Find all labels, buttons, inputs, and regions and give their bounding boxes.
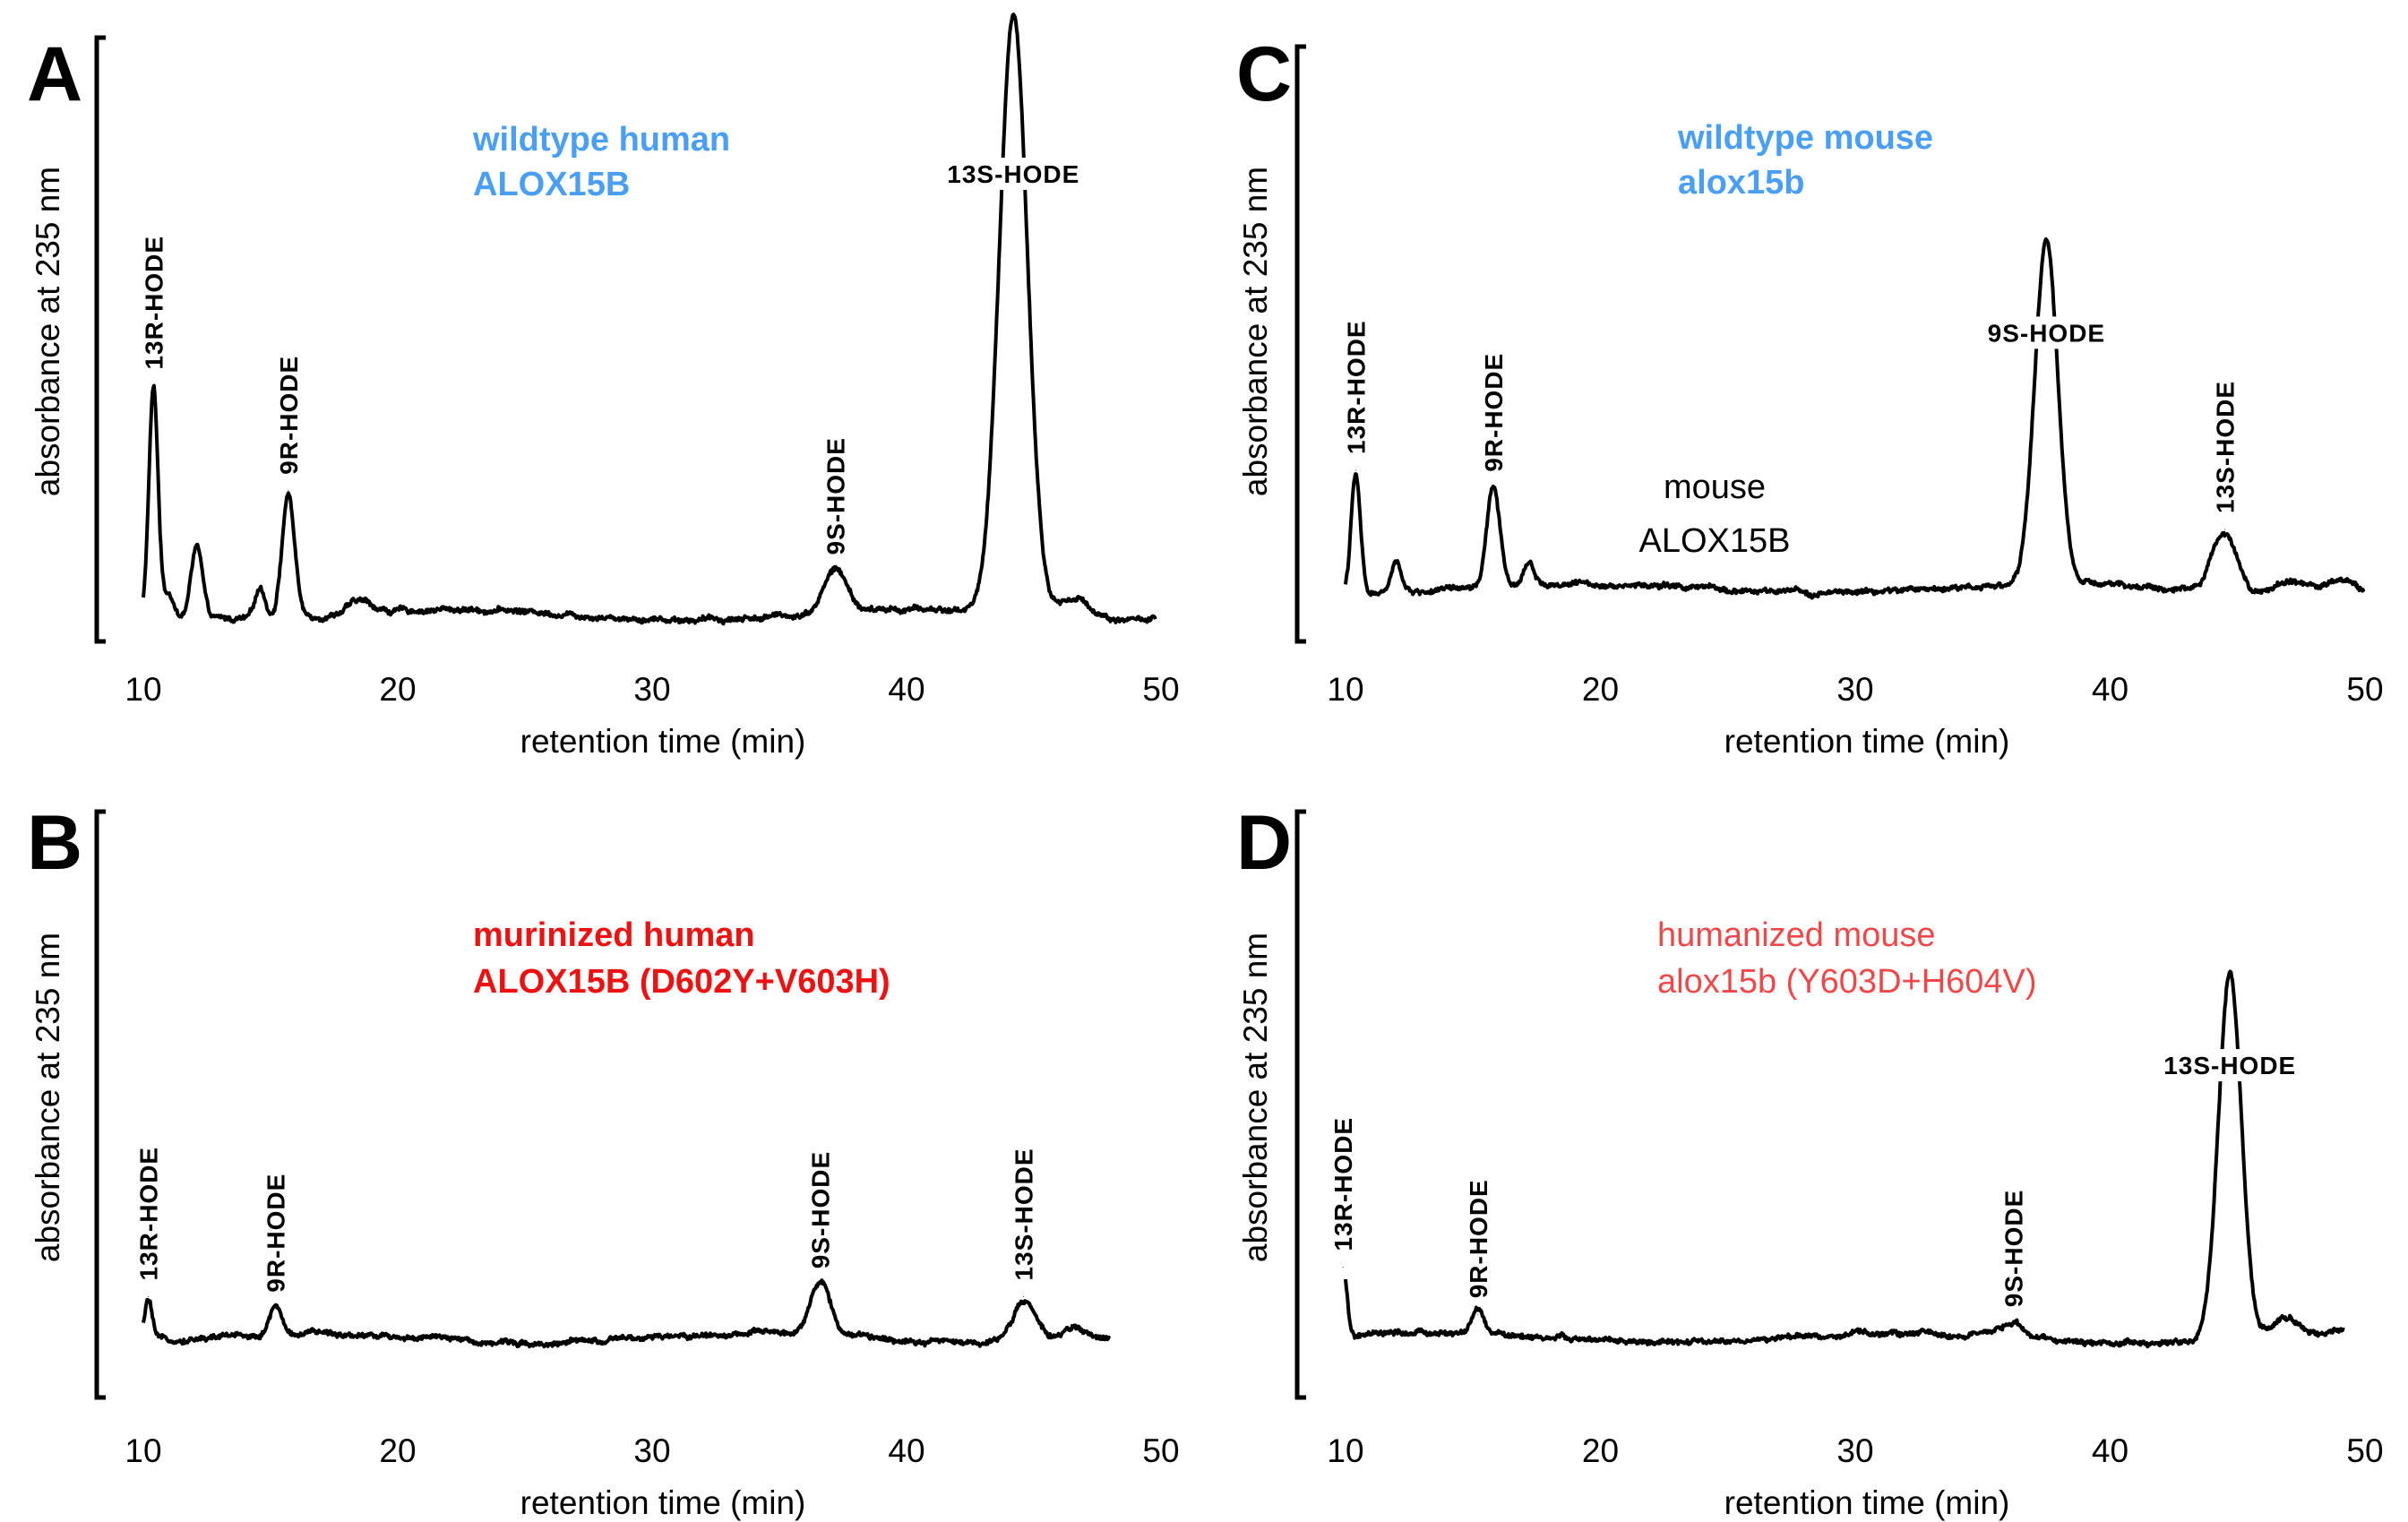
- peak-label-bg: [1964, 316, 2129, 349]
- peak-label: 9S-HODE: [2000, 1190, 2027, 1307]
- x-tick-label: 10: [125, 671, 161, 708]
- x-tick-label: 10: [1327, 671, 1363, 708]
- x-axis-title: retention time (min): [520, 723, 806, 760]
- peak-13r-hode: [1354, 469, 1356, 471]
- panel-letter: D: [1236, 800, 1292, 886]
- x-tick-label: 40: [888, 671, 924, 708]
- peak-label: 9R-HODE: [275, 356, 303, 475]
- y-axis-title: absorbance at 235 nm: [1237, 933, 1274, 1262]
- peak-13s-hode: [2224, 529, 2226, 530]
- panel-annotation-line: ALOX15B: [1639, 522, 1791, 560]
- peak-13r-hode: [152, 385, 154, 387]
- panel-title-line: alox15b (Y603D+H604V): [1657, 963, 2037, 1001]
- peak-13s-hode: [1023, 1296, 1025, 1297]
- peak-label: 9R-HODE: [1465, 1179, 1492, 1298]
- x-tick-label: 30: [633, 1432, 670, 1469]
- peak-label: 13S-HODE: [2212, 381, 2240, 513]
- panel-title-line: ALOX15B (D602Y+V603H): [473, 963, 890, 1001]
- peak-label: 9R-HODE: [1480, 353, 1508, 472]
- x-tick-label: 50: [1142, 1432, 1179, 1469]
- chromatogram-trace: [1344, 969, 2345, 1349]
- x-tick-label: 50: [1142, 671, 1179, 708]
- peak-label: 13S-HODE: [2163, 1052, 2296, 1079]
- x-tick-label: 20: [1582, 1432, 1619, 1469]
- peak-9s-hode: [819, 1284, 821, 1286]
- peak-13r-hode: [148, 1296, 150, 1297]
- x-tick-label: 20: [379, 671, 416, 708]
- y-axis-line: [1294, 44, 1306, 644]
- x-tick-label: 10: [125, 1432, 161, 1469]
- panel-title-line: humanized mouse: [1657, 916, 1936, 954]
- panel-letter: A: [27, 31, 82, 117]
- panel-title-line: wildtype mouse: [1677, 119, 1933, 157]
- x-tick-label: 40: [2092, 671, 2128, 708]
- peak-label: 9S-HODE: [806, 1151, 834, 1268]
- peak-label: 13R-HODE: [135, 1147, 163, 1281]
- y-axis-title: absorbance at 235 nm: [30, 167, 66, 496]
- peak-label: 13R-HODE: [1342, 320, 1370, 454]
- x-axis-title: retention time (min): [1724, 1484, 2010, 1521]
- x-tick-label: 10: [1327, 1432, 1363, 1469]
- peak-9r-hode: [1477, 1313, 1479, 1315]
- x-tick-label: 40: [888, 1432, 924, 1469]
- chromatogram-trace: [142, 1278, 1112, 1349]
- panel-title-line: ALOX15B: [473, 166, 630, 203]
- x-tick-label: 30: [1836, 671, 1873, 708]
- peak-label: 13S-HODE: [947, 160, 1079, 188]
- peak-label: 13R-HODE: [140, 236, 168, 370]
- x-tick-label: 50: [2346, 1432, 2383, 1469]
- x-tick-label: 30: [1836, 1432, 1873, 1469]
- x-tick-label: 20: [379, 1432, 416, 1469]
- x-axis-title: retention time (min): [1724, 723, 2010, 760]
- peak-label-bg: [931, 157, 1096, 190]
- panel-annotation-line: mouse: [1664, 469, 1766, 506]
- peak-label-bg: [2147, 1049, 2313, 1082]
- x-tick-label: 20: [1582, 671, 1619, 708]
- peak-label: 13S-HODE: [1010, 1148, 1038, 1280]
- peak-label: 9S-HODE: [821, 437, 849, 555]
- peak-label: 9R-HODE: [262, 1174, 290, 1293]
- y-axis-line: [1294, 809, 1306, 1400]
- peak-13r-hode: [1342, 1267, 1344, 1268]
- peak-9s-hode: [2012, 1322, 2014, 1324]
- panel-title-line: alox15b: [1678, 164, 1805, 202]
- peak-13s-hode: [1012, 14, 1014, 16]
- chromatogram-trace: [142, 13, 1157, 626]
- panel-title-line: murinized human: [473, 916, 755, 954]
- y-axis-title: absorbance at 235 nm: [30, 933, 66, 1262]
- x-tick-label: 40: [2092, 1432, 2128, 1469]
- peak-9r-hode: [275, 1308, 277, 1310]
- peak-9s-hode: [834, 571, 836, 572]
- y-axis-line: [94, 809, 106, 1400]
- x-tick-label: 50: [2346, 671, 2383, 708]
- x-axis-title: retention time (min): [520, 1484, 806, 1521]
- x-tick-label: 30: [633, 671, 670, 708]
- peak-label: 13R-HODE: [1329, 1117, 1357, 1251]
- peak-9s-hode: [2045, 245, 2047, 246]
- panel-letter: B: [27, 800, 82, 886]
- panel-letter: C: [1236, 31, 1292, 117]
- peak-9r-hode: [1492, 487, 1494, 489]
- y-axis-line: [94, 35, 106, 644]
- peak-13s-hode: [2229, 971, 2231, 972]
- peak-label: 9S-HODE: [1988, 319, 2105, 347]
- panel-title-line: wildtype human: [472, 121, 730, 159]
- chromatogram-trace: [1344, 237, 2366, 600]
- y-axis-title: absorbance at 235 nm: [1237, 167, 1274, 496]
